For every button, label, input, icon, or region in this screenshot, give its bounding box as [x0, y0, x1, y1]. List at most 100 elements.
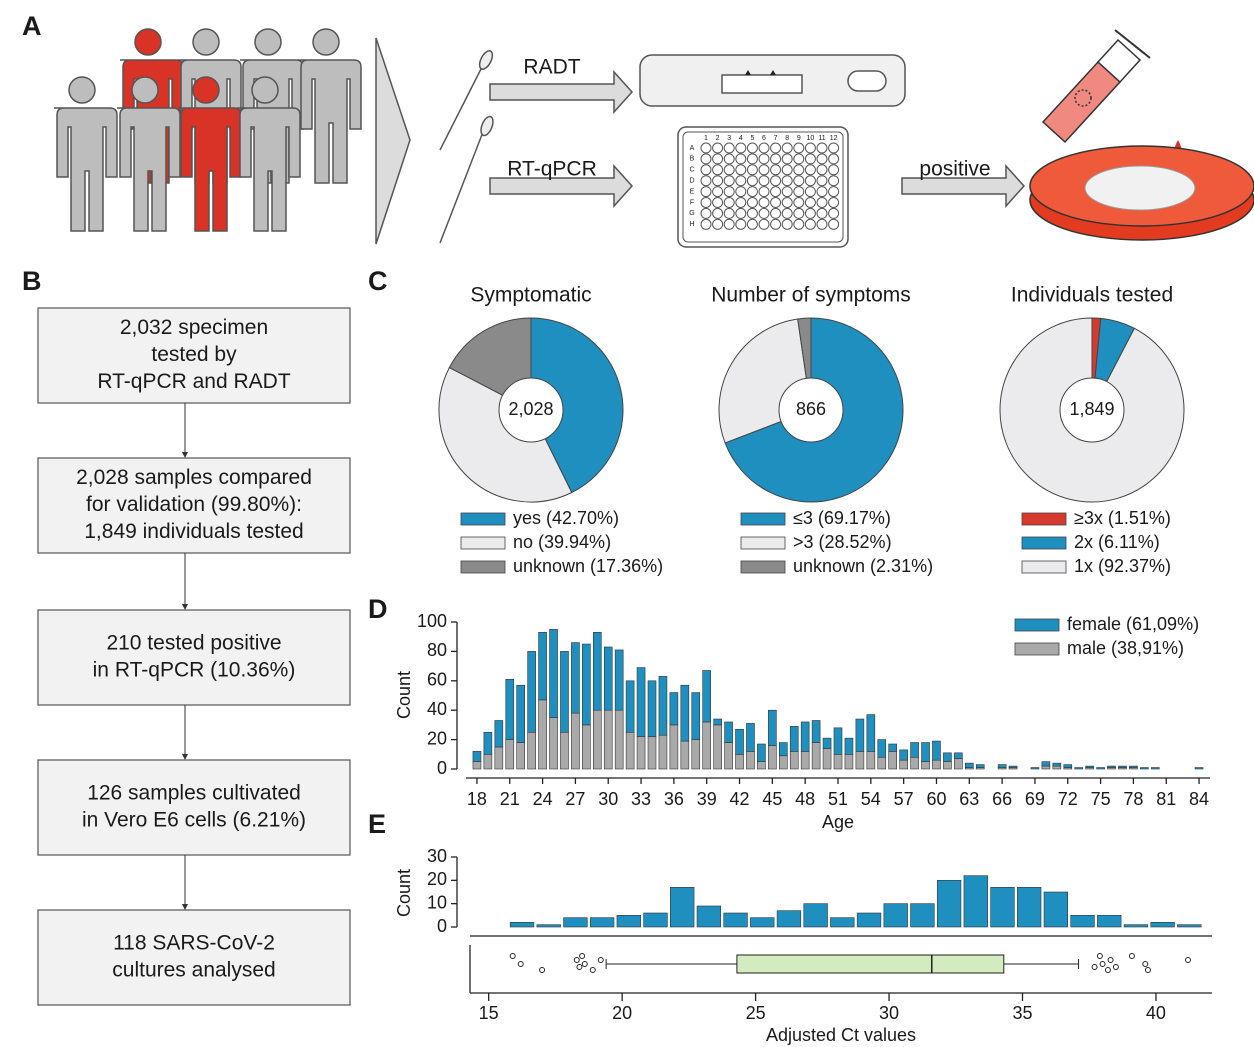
y-axis-label: Count: [394, 869, 414, 917]
bar-segment: [1041, 761, 1051, 767]
bar-segment: [954, 758, 963, 770]
bar-segment: [822, 737, 832, 749]
well: [723, 142, 735, 154]
well: [712, 186, 724, 198]
box: [736, 954, 1005, 974]
well: [770, 197, 782, 208]
legend-swatch: [1014, 618, 1060, 632]
well: [700, 153, 712, 165]
chevron: [375, 37, 411, 245]
flow-arrowhead: [182, 754, 188, 760]
charts: Symptomatic yes (42.70%) no (39.94%) unknow…: [394, 284, 1212, 1045]
well: [758, 207, 770, 219]
bar-segment: [1140, 767, 1149, 770]
bar-segment: [778, 755, 788, 770]
well: [816, 197, 828, 208]
histogram-bar: [536, 924, 561, 928]
y-tick-label: 100: [417, 611, 447, 631]
legend-swatch: [460, 512, 506, 526]
x-tick-label: 35: [1012, 1003, 1032, 1023]
well: [781, 207, 793, 219]
y-tick-label: 60: [427, 670, 447, 690]
x-tick-label: 30: [598, 789, 618, 809]
well: [746, 175, 758, 187]
histogram-bar: [750, 917, 775, 928]
bar-segment: [1041, 765, 1051, 770]
panel-label: C: [368, 266, 388, 296]
x-tick-label: 36: [664, 789, 684, 809]
well: [712, 218, 724, 230]
swab-tip: [478, 50, 494, 70]
well: [758, 153, 770, 165]
pie-center-label: 866: [796, 399, 826, 419]
well: [746, 207, 758, 219]
virus: [1074, 89, 1092, 107]
well: [828, 197, 840, 208]
bar-segment: [483, 753, 493, 770]
well: [770, 153, 782, 165]
x-tick-label: 40: [1146, 1003, 1166, 1023]
well: [758, 218, 770, 230]
bar-segment: [1030, 767, 1040, 770]
well: [781, 164, 793, 176]
flow-text: RT-qPCR and RADT: [97, 370, 291, 393]
plate-row-label: C: [689, 167, 694, 174]
bar-segment: [669, 692, 679, 726]
legend-swatch: [460, 560, 506, 574]
x-tick-label: 24: [533, 789, 553, 809]
y-tick-label: 10: [427, 892, 447, 912]
bar-segment: [932, 740, 941, 761]
pie-slice: [438, 366, 573, 503]
bar-segment: [811, 742, 821, 770]
x-tick-label: 72: [1058, 789, 1078, 809]
outlier: [1142, 961, 1149, 967]
x-tick-label: 18: [467, 789, 487, 809]
bar-segment: [713, 718, 722, 726]
plate-column-label: 10: [807, 135, 815, 142]
bar-segment: [647, 680, 657, 737]
x-tick-label: 25: [746, 1003, 766, 1023]
bar-segment: [1118, 765, 1127, 768]
histogram-bar: [936, 880, 962, 928]
person: [297, 28, 362, 184]
tube: [1041, 60, 1122, 144]
legend-label: 2x (6.11%): [1074, 532, 1160, 552]
bar-segment: [505, 739, 515, 770]
well: [804, 142, 816, 154]
well: [735, 197, 747, 208]
well: [758, 175, 770, 187]
flow-box: [37, 909, 351, 1006]
legend-label: yes (42.70%): [513, 508, 619, 528]
bar-segment: [800, 751, 810, 770]
bar-segment: [472, 761, 482, 770]
pie-slice: [530, 317, 624, 494]
bar-segment: [658, 734, 668, 770]
flow-arrowhead: [182, 604, 188, 610]
flow-text: cultures analysed: [112, 959, 275, 982]
legend-label: male (38,91%): [1067, 638, 1184, 658]
legend-swatch: [460, 536, 506, 550]
cassette-window: [721, 74, 803, 94]
legend-swatch: [740, 512, 786, 526]
bar-segment: [483, 731, 493, 755]
well: [793, 207, 805, 219]
well: [804, 186, 816, 198]
well: [781, 186, 793, 198]
legend-label: ≤3 (69.17%): [793, 508, 891, 528]
y-tick-label: 80: [427, 640, 447, 660]
flow-text: for validation (99.80%):: [86, 493, 302, 516]
bar-segment: [1063, 764, 1073, 768]
bar-segment: [899, 759, 908, 770]
flow-box: [37, 759, 351, 856]
legend-swatch: [740, 536, 786, 550]
well: [700, 207, 712, 219]
bar-segment: [921, 742, 930, 762]
plate-column-label: 4: [739, 135, 743, 142]
bar-segment: [768, 709, 777, 746]
well: [828, 153, 840, 165]
well: [781, 218, 793, 230]
well: [770, 218, 782, 230]
bar-segment: [954, 752, 963, 760]
